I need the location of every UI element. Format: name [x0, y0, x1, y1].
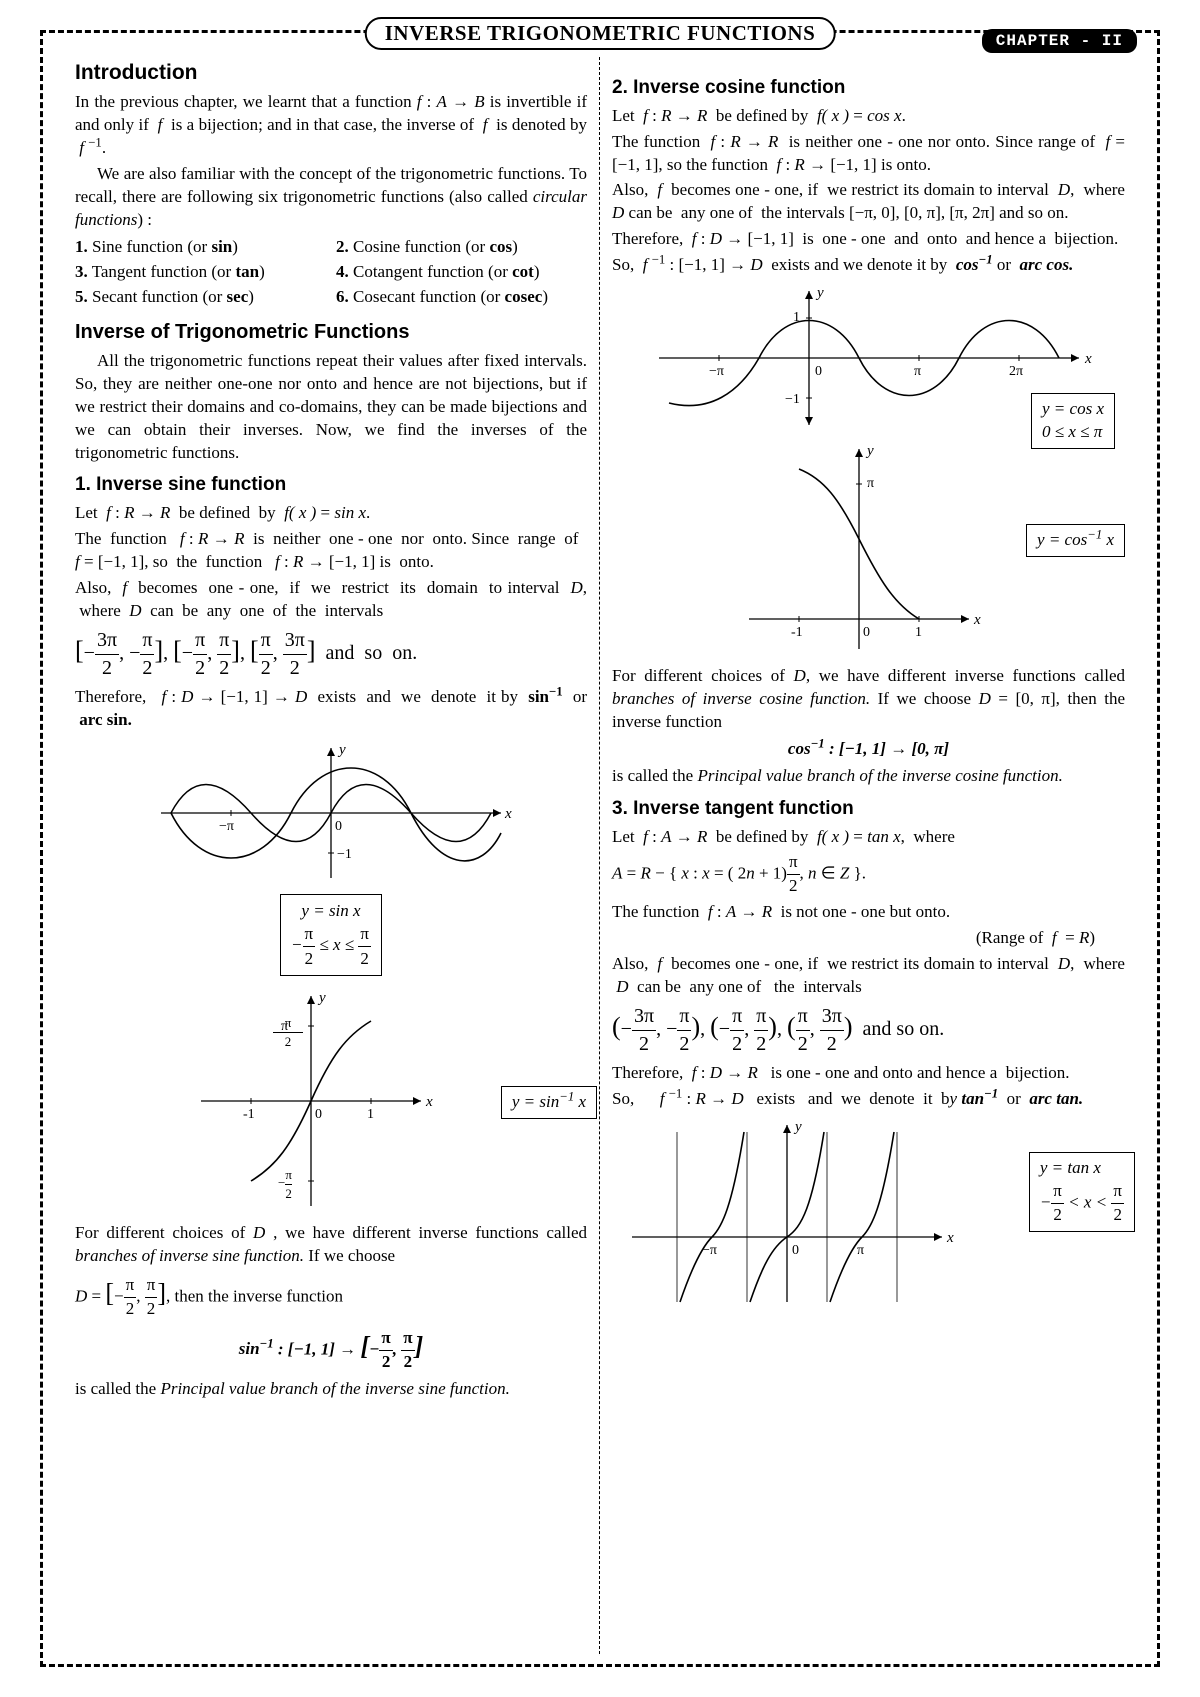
- func-cot: 4. Cotangent function (or cot): [336, 261, 587, 284]
- eq-cos-branch: cos−1 : [−1, 1] → [0, π]: [612, 738, 1125, 761]
- func-tan: 3. Tangent function (or tan): [75, 261, 326, 284]
- figure-arccos: x y -1 0 1 π: [729, 439, 1009, 659]
- inverse-text: All the trigonometric functions repeat t…: [75, 350, 587, 465]
- svg-text:2π: 2π: [1009, 364, 1023, 379]
- sine-p4: Therefore, f : D → [−1, 1] → D exists an…: [75, 686, 587, 732]
- svg-text:−π: −π: [219, 819, 234, 834]
- svg-text:x: x: [504, 806, 512, 822]
- tan-intervals: (−3π2, −π2), (−π2, π2), (π2, 3π2) and so…: [612, 1003, 1125, 1058]
- left-column: Introduction In the previous chapter, we…: [63, 57, 600, 1654]
- svg-text:y: y: [337, 742, 346, 758]
- func-cos: 2. Cosine function (or cos): [336, 236, 587, 259]
- tan-p1: Let f : A → R be defined by f( x ) = tan…: [612, 826, 1125, 849]
- func-sec: 5. Secant function (or sec): [75, 286, 326, 309]
- eq-sin-branch: sin−1 : [−1, 1] → [−π2, π2]: [75, 1327, 587, 1374]
- svg-text:1: 1: [793, 310, 800, 325]
- function-list: 1. Sine function (or sin) 2. Cosine func…: [75, 236, 587, 309]
- caption-sin: y = sin x −π2 ≤ x ≤ π2: [280, 894, 382, 976]
- heading-inverse-tangent: 3. Inverse tangent function: [612, 796, 1125, 822]
- sine-p2: The function f : R → R is neither one - …: [75, 528, 587, 574]
- figure-arcsin: x y -1 0 1 π π2 −π2: [181, 986, 481, 1216]
- caption-arccos: y = cos−1 x: [1026, 524, 1125, 557]
- tan-p4: Also, f becomes one - one, if we restric…: [612, 953, 1125, 999]
- svg-text:0: 0: [315, 1107, 322, 1122]
- svg-text:π: π: [867, 476, 874, 491]
- heading-inverse-trig: Inverse of Trigonometric Functions: [75, 319, 587, 346]
- figure-tan: x y −π 0 π: [622, 1117, 982, 1307]
- heading-inverse-cosine: 2. Inverse cosine function: [612, 75, 1125, 101]
- heading-introduction: Introduction: [75, 59, 587, 87]
- svg-text:-1: -1: [791, 625, 803, 640]
- tan-p5: Therefore, f : D → R is one - one and on…: [612, 1062, 1125, 1085]
- branches-p1: For different choices of D , we have dif…: [75, 1222, 587, 1268]
- recall-text: We are also familiar with the concept of…: [75, 163, 587, 232]
- tan-p3: The function f : A → R is not one - one …: [612, 901, 1125, 924]
- svg-text:x: x: [1084, 351, 1092, 367]
- cos-p1: Let f : R → R be defined by f( x ) = cos…: [612, 105, 1125, 128]
- caption-tan: y = tan x −π2 < x < π2: [1029, 1152, 1135, 1232]
- svg-text:y: y: [793, 1119, 802, 1135]
- cos-p2: The function f : R → R is neither one - …: [612, 131, 1125, 177]
- branches-p3: is called the Principal value branch of …: [75, 1378, 587, 1401]
- svg-text:0: 0: [863, 625, 870, 640]
- svg-text:-1: -1: [243, 1107, 255, 1122]
- chapter-badge: CHAPTER - II: [982, 29, 1137, 53]
- cos-branch-p2: is called the Principal value branch of …: [612, 765, 1125, 788]
- svg-text:x: x: [973, 612, 981, 628]
- svg-text:y: y: [815, 285, 824, 301]
- svg-text:−π: −π: [709, 364, 724, 379]
- sine-p3: Also, f becomes one - one, if we restric…: [75, 577, 587, 623]
- intro-text: In the previous chapter, we learnt that …: [75, 91, 587, 160]
- heading-inverse-sine: 1. Inverse sine function: [75, 472, 587, 498]
- caption-arcsin: y = sin−1 x: [501, 1086, 597, 1119]
- svg-text:0: 0: [792, 1243, 799, 1258]
- svg-text:0: 0: [815, 364, 822, 379]
- sine-intervals: [−3π2, −π2], [−π2, π2], [π2, 3π2] and so…: [75, 627, 587, 682]
- page-title: INVERSE TRIGONOMETRIC FUNCTIONS: [365, 17, 836, 50]
- cos-p3: Also, f becomes one - one, if we restric…: [612, 179, 1125, 225]
- figure-cos: x y −π 0 π 2π 1 −1: [639, 283, 1099, 433]
- svg-text:y: y: [865, 443, 874, 459]
- svg-text:π: π: [857, 1243, 864, 1258]
- svg-text:1: 1: [367, 1107, 374, 1122]
- svg-text:−π: −π: [702, 1243, 717, 1258]
- cos-p5: So, f −1 : [−1, 1] → D exists and we den…: [612, 254, 1125, 277]
- svg-text:π: π: [914, 364, 921, 379]
- svg-text:0: 0: [335, 819, 342, 834]
- cos-branch-p1: For different choices of D, we have diff…: [612, 665, 1125, 734]
- sine-p1: Let f : R → R be defined by f( x ) = sin…: [75, 502, 587, 525]
- svg-text:x: x: [425, 1094, 433, 1110]
- func-sin: 1. Sine function (or sin): [75, 236, 326, 259]
- svg-text:y: y: [317, 990, 326, 1006]
- svg-text:x: x: [946, 1230, 954, 1246]
- func-cosec: 6. Cosecant function (or cosec): [336, 286, 587, 309]
- svg-text:1: 1: [915, 625, 922, 640]
- right-column: 2. Inverse cosine function Let f : R → R…: [600, 57, 1137, 1654]
- figure-sin: x y −π 0 −1: [141, 738, 521, 888]
- svg-text:−1: −1: [785, 392, 800, 407]
- branches-p2: D = [−π2, π2], then the inverse function: [75, 1274, 587, 1321]
- tan-range: (Range of f = R): [612, 927, 1125, 950]
- svg-text:−1: −1: [337, 847, 352, 862]
- tan-p6: So, f −1 : R → D exists and we denote it…: [612, 1088, 1125, 1111]
- tan-p2: A = R − { x : x = ( 2n + 1)π2, n ∈ Z }.: [612, 851, 1125, 898]
- cos-p4: Therefore, f : D → [−1, 1] is one - one …: [612, 228, 1125, 251]
